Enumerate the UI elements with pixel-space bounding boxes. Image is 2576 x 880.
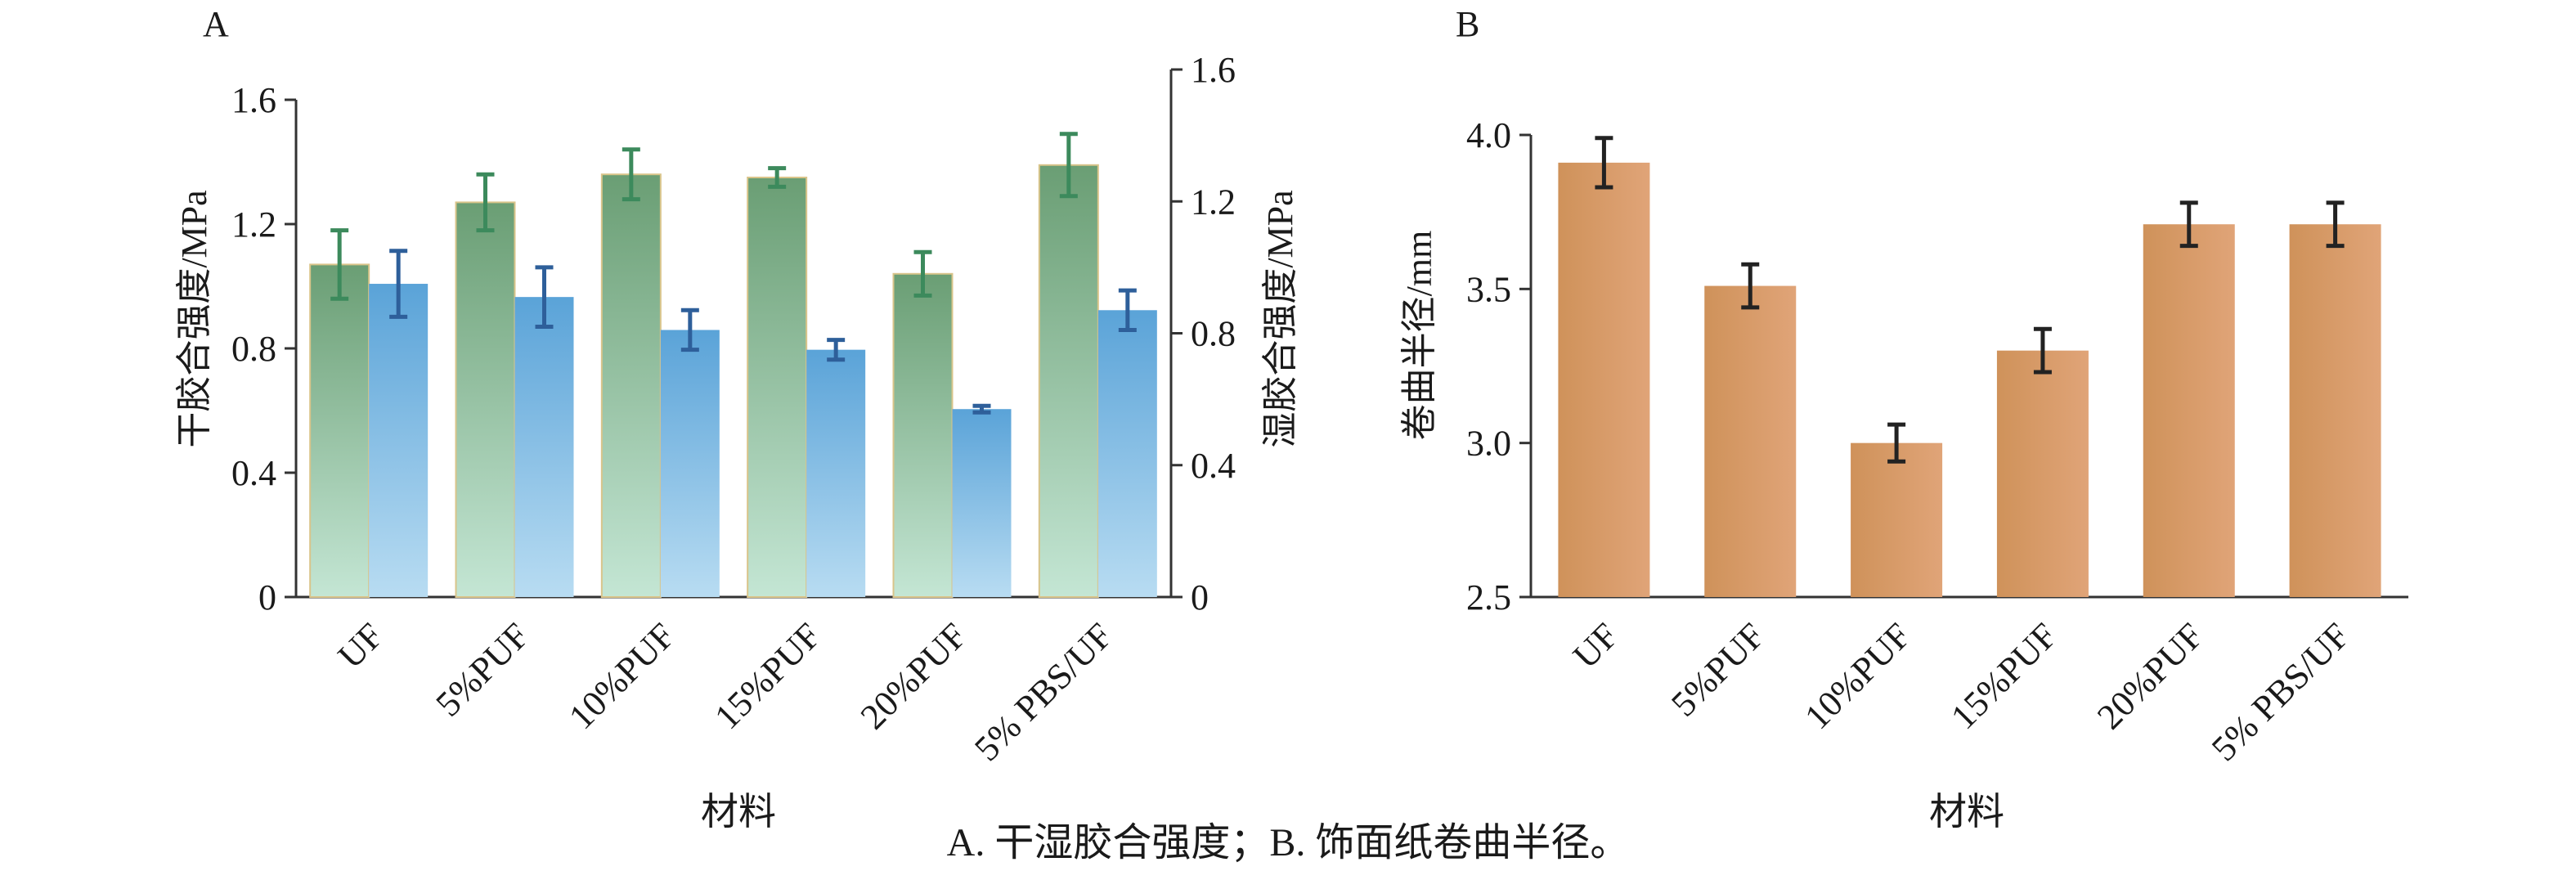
panel-b-bar [1851,442,1943,597]
panel-a-bar-dry [309,263,370,598]
panel-a-category-label: 5% PBS/UF [967,615,1120,769]
panel-b-category-label: UF [1565,615,1626,676]
panel-b-bar [1558,162,1650,597]
panel-b-xlabel: 材料 [1929,791,2004,833]
panel-b-bar [2143,224,2235,597]
panel-a-ytick-label-left: 0.4 [231,453,276,493]
panel-b-bar [1996,350,2089,597]
panel-a-ytick-label-left: 1.6 [231,80,276,120]
panel-a-ytick-label-right: 0.8 [1191,314,1236,354]
figure-caption: A. 干湿胶合强度；B. 饰面纸卷曲半径。 [946,821,1630,864]
panel-b-ytick-label: 4.0 [1466,115,1511,155]
panel-a-category-label: 20%PUF [853,615,975,737]
panel-b-ytick-label: 3.0 [1466,424,1511,464]
panel-b-bar [2289,224,2381,597]
panel-a-bar-dry [892,272,954,598]
panel-a-ytick-label-right: 0.4 [1191,446,1236,486]
panel-a-bar-dry [600,173,662,598]
panel-a-bar-dry [455,201,516,598]
panel-b-ytick-label: 2.5 [1466,577,1511,617]
panel-a-category-label: 15%PUF [707,615,828,737]
panel-a-ytick-label-left: 0 [258,577,276,617]
panel-a-ytick-label-right: 1.2 [1191,182,1236,222]
panel-a-bar-wet [806,349,866,597]
panel-a-ylabel-left: 干胶合强度/MPa [174,190,214,447]
panel-a-ytick-label-right: 1.6 [1191,50,1236,90]
panel-a-ylabel-right: 湿胶合强度/MPa [1260,190,1300,447]
panel-a-bar-wet [369,284,429,597]
panel-a-category-label: 10%PUF [561,615,683,737]
panel-a-bar-wet [1097,310,1157,597]
panel-b-category-label: 20%PUF [2089,615,2211,737]
panel-b-ylabel: 卷曲半径/mm [1399,231,1439,441]
panel-b-category-label: 15%PUF [1943,615,2065,737]
panel-b-category-label: 5% PBS/UF [2204,615,2358,769]
panel-b-category-label: 10%PUF [1797,615,1919,737]
panel-a-bar-wet [952,409,1012,597]
panel-a-xlabel: 材料 [701,791,776,833]
panel-a-bar-dry [747,177,808,598]
panel-a-category-label: 5%PUF [428,615,536,724]
panel-a-bar-wet [660,330,720,597]
panel-b-ytick-label: 3.5 [1466,269,1511,309]
panel-b-label: B [1456,4,1479,44]
panel-b-category-label: 5%PUF [1663,615,1772,724]
panel-a-ytick-label-right: 0 [1191,577,1209,617]
panel-a-bar-wet [514,297,574,597]
panel-a-category-label: UF [330,615,391,676]
panel-a-label: A [203,4,229,44]
panel-a-bar-dry [1038,164,1099,599]
panel-b-bar [1704,285,1797,597]
panel-a-ytick-label-left: 1.2 [231,204,276,245]
panel-a-ytick-label-left: 0.8 [231,329,276,369]
